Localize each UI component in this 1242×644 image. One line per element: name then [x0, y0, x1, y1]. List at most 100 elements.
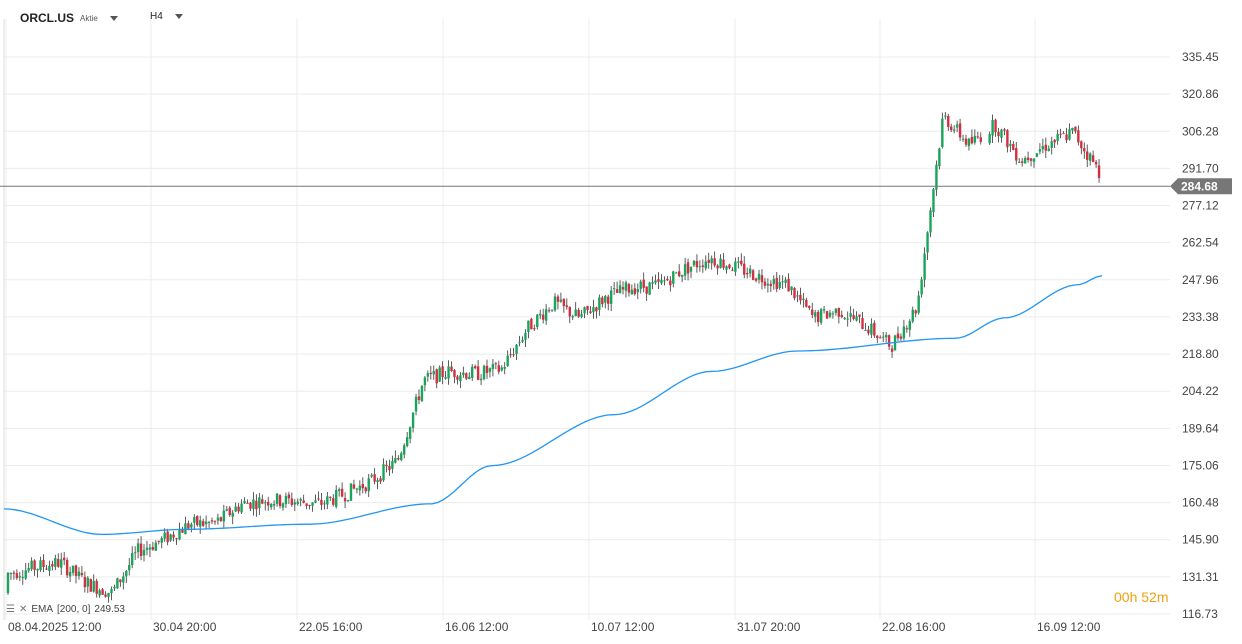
candle-body [343, 498, 347, 502]
candle-body [494, 363, 498, 365]
candle-body [858, 314, 861, 317]
candle-body [556, 296, 560, 302]
candle-body [669, 280, 672, 286]
candle-body [899, 336, 903, 339]
candle-body [15, 573, 19, 579]
candle-body [60, 559, 63, 568]
candle-body [887, 335, 891, 347]
x-tick-label: 10.07 12:00 [591, 620, 655, 634]
candle-body [258, 497, 261, 508]
y-tick-label: 189.64 [1182, 421, 1219, 435]
candle-body [234, 506, 237, 512]
candle-body [275, 493, 279, 504]
candle-body [1023, 158, 1027, 164]
candle-body [175, 538, 178, 540]
candle-body [612, 288, 616, 290]
candle-body [580, 313, 583, 317]
candle-body [225, 509, 228, 511]
candle-body [426, 373, 430, 377]
candle-body [571, 316, 574, 318]
candle-body [938, 148, 941, 167]
candle-body [796, 295, 799, 297]
symbol-selector[interactable]: ORCL.US Aktie [20, 11, 118, 25]
candle-body [964, 138, 968, 145]
candle-body [500, 367, 503, 371]
y-tick-label: 335.45 [1182, 50, 1219, 64]
candle-body [104, 594, 107, 597]
countdown-minutes: 52 [1141, 589, 1157, 605]
candle-body [769, 283, 773, 287]
candle-body [630, 289, 634, 295]
candle-body [379, 478, 382, 482]
candle-body [479, 378, 483, 381]
candle-body [193, 517, 196, 523]
candle-body [157, 540, 160, 542]
candle-body [719, 258, 722, 269]
candle-body [370, 474, 373, 477]
candle-body [737, 261, 740, 263]
candle-body [323, 503, 326, 505]
y-tick-label: 175.06 [1182, 458, 1219, 472]
settings-icon[interactable]: ☰ [6, 604, 15, 615]
candle-body [68, 571, 72, 577]
candle-body [595, 307, 598, 312]
candle-body [559, 299, 563, 302]
candle-body [142, 549, 146, 556]
candle-body [24, 570, 27, 579]
candle-body [704, 261, 707, 269]
candle-body [1091, 155, 1095, 162]
candle-body [264, 502, 267, 504]
candle-body [896, 333, 900, 339]
candle-body [766, 283, 770, 286]
candle-body [213, 521, 217, 523]
close-icon[interactable]: ✕ [18, 604, 28, 615]
y-tick-label: 218.80 [1182, 347, 1219, 361]
candle-body [882, 336, 885, 338]
y-tick-label: 204.22 [1182, 384, 1219, 398]
candle-body [89, 579, 92, 592]
candle-body [1071, 127, 1074, 131]
candle-body [1029, 158, 1033, 161]
candle-body [207, 521, 211, 523]
timeframe-selector[interactable]: H4 [150, 11, 183, 22]
candle-body [408, 427, 412, 439]
candle-body [163, 532, 166, 539]
candle-body [48, 565, 51, 571]
candle-body [1003, 129, 1006, 131]
candle-body [802, 298, 805, 301]
candle-body [243, 500, 246, 504]
candle-body [447, 366, 450, 379]
candle-body [166, 531, 169, 543]
chevron-down-icon[interactable] [109, 15, 118, 21]
candle-body [648, 282, 651, 295]
candle-body [130, 553, 134, 566]
candle-body [237, 506, 240, 512]
candle-body [947, 115, 950, 127]
candle-body [873, 322, 876, 336]
candle-body [1077, 130, 1080, 143]
candle-body [855, 316, 858, 321]
candle-body [1053, 139, 1056, 143]
candle-body [527, 320, 530, 332]
candle-body [645, 286, 648, 294]
candle-body [917, 295, 920, 313]
candle-body [364, 487, 367, 492]
candle-body [533, 328, 536, 330]
y-tick-label: 320.86 [1182, 87, 1219, 101]
candle-body [633, 288, 637, 295]
candle-body [491, 363, 495, 370]
candle-body [326, 496, 329, 505]
candle-body [592, 307, 595, 313]
candle-body [577, 309, 580, 317]
candle-body [169, 534, 172, 541]
candle-body [743, 263, 746, 275]
candle-body [92, 580, 95, 592]
candle-body [308, 504, 311, 506]
chevron-down-icon[interactable] [174, 14, 183, 19]
candle-body [269, 504, 273, 508]
candle-body [414, 396, 418, 412]
candle-body [145, 547, 149, 550]
candle-body [713, 258, 716, 266]
candle-body [530, 318, 533, 330]
